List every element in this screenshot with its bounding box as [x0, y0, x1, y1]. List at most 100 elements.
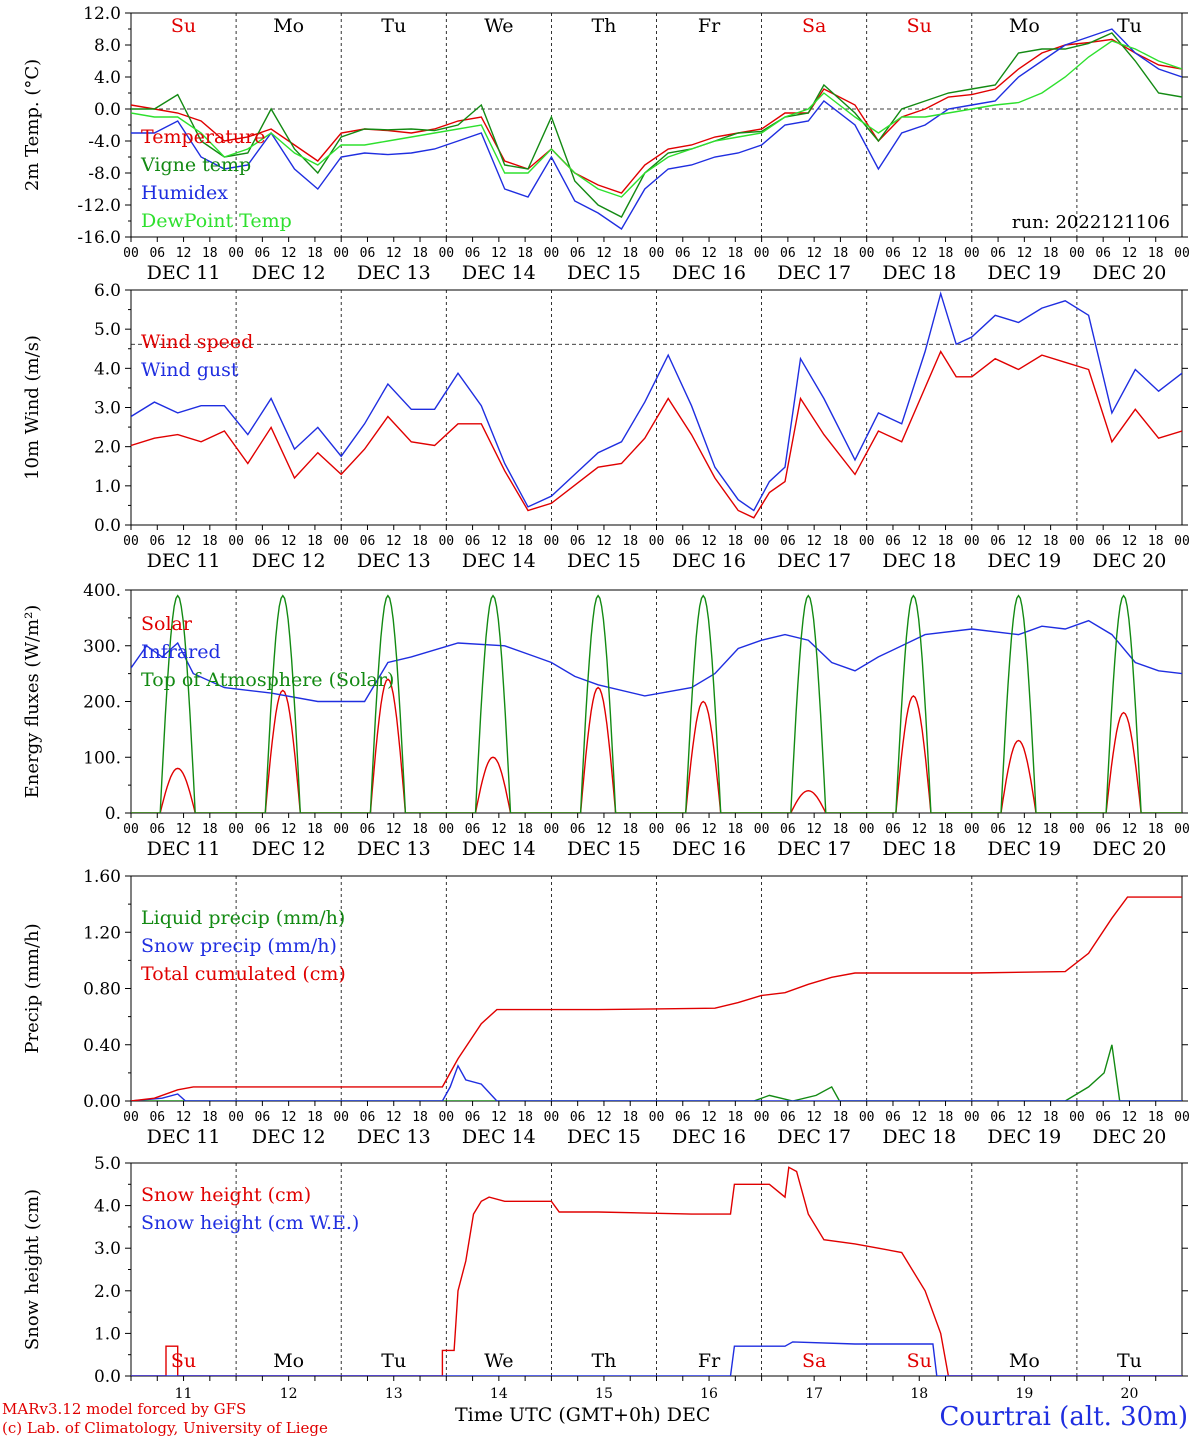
panel-2: [125, 289, 1188, 530]
hour-tick-label: 06: [1095, 822, 1111, 837]
hour-tick-label: 06: [465, 534, 481, 549]
legend-entry: Wind speed: [141, 331, 253, 353]
y-axis-label: 10m Wind (m/s): [22, 335, 43, 480]
hour-tick-label: 18: [412, 534, 428, 549]
y-tick-label: -4.0: [88, 132, 121, 152]
y-tick-label: 0.0: [94, 100, 121, 120]
hour-tick-label: 18: [1043, 246, 1059, 261]
y-tick-label: 4.0: [94, 68, 121, 88]
hour-tick-label: 12: [176, 1110, 192, 1125]
hour-tick-label: 12: [911, 1110, 927, 1125]
series-line: [131, 38, 1182, 194]
series-line: [131, 349, 1182, 519]
y-tick-label: 8.0: [94, 36, 121, 56]
hour-tick-label: 06: [570, 534, 586, 549]
hour-tick-label: 12: [281, 246, 297, 261]
hour-tick-label: 00: [1069, 822, 1085, 837]
date-label: DEC 11: [147, 838, 221, 860]
hour-tick-label: 06: [675, 822, 691, 837]
series-line: [131, 1064, 1182, 1101]
date-label: DEC 14: [462, 1126, 536, 1148]
hour-tick-label: 00: [333, 822, 349, 837]
day-letter: Tu: [381, 15, 406, 37]
hour-tick-label: 18: [622, 534, 638, 549]
date-label: DEC 17: [777, 1126, 851, 1148]
hour-tick-label: 06: [780, 1110, 796, 1125]
hour-tick-label: 18: [202, 534, 218, 549]
date-label: DEC 19: [987, 1126, 1061, 1148]
date-label: DEC 12: [252, 262, 326, 284]
hour-tick-label: 18: [202, 1110, 218, 1125]
hour-tick-label: 12: [176, 822, 192, 837]
date-label: DEC 15: [567, 550, 641, 572]
hour-tick-label: 18: [202, 822, 218, 837]
series-line: [131, 1341, 1182, 1376]
legend-entry: Snow height (cm W.E.): [141, 1212, 359, 1234]
hour-tick-label: 12: [701, 534, 717, 549]
day-letter: Mo: [1009, 15, 1040, 37]
hour-tick-label: 12: [701, 246, 717, 261]
hour-tick-label: 18: [833, 1110, 849, 1125]
hour-tick-label: 00: [754, 534, 770, 549]
hour-tick-label: 12: [386, 1110, 402, 1125]
legend-entry: Solar: [141, 613, 193, 635]
hour-tick-label: 06: [990, 534, 1006, 549]
date-label: DEC 16: [672, 1126, 746, 1148]
hour-tick-label: 18: [1148, 1110, 1164, 1125]
hour-tick-label: 12: [491, 534, 507, 549]
hour-tick-label: 00: [544, 1110, 560, 1125]
hour-tick-label: 06: [1095, 534, 1111, 549]
hour-tick-label: 12: [386, 246, 402, 261]
series-line: [131, 32, 1182, 218]
date-label: DEC 16: [672, 550, 746, 572]
hour-tick-label: 12: [701, 822, 717, 837]
hour-tick-label: 18: [727, 822, 743, 837]
day-letter: Tu: [381, 1350, 406, 1372]
date-label: DEC 12: [252, 550, 326, 572]
hour-tick-label: 12: [281, 534, 297, 549]
hour-tick-label: 00: [964, 1110, 980, 1125]
panel-5: [125, 1162, 1188, 1381]
y-tick-label: 0.80: [83, 980, 121, 1000]
hour-tick-label: 12: [596, 534, 612, 549]
date-label: DEC 20: [1093, 550, 1167, 572]
date-label: DEC 13: [357, 1126, 431, 1148]
station-name: Courtrai (alt. 30m): [939, 1402, 1189, 1432]
hour-tick-label: 12: [911, 246, 927, 261]
date-label: DEC 20: [1093, 838, 1167, 860]
series-line: [131, 619, 1182, 703]
hour-tick-label: 00: [859, 246, 875, 261]
hour-tick-label: 06: [360, 1110, 376, 1125]
day-number: 16: [700, 1386, 718, 1402]
hour-tick-label: 00: [333, 1110, 349, 1125]
day-letter: Tu: [1117, 1350, 1142, 1372]
date-label: DEC 14: [462, 550, 536, 572]
hour-tick-label: 00: [859, 1110, 875, 1125]
hour-tick-label: 00: [438, 534, 454, 549]
day-number: 12: [280, 1386, 298, 1402]
hour-tick-label: 06: [570, 246, 586, 261]
day-letter: Mo: [273, 1350, 304, 1372]
hour-tick-label: 06: [149, 1110, 165, 1125]
hour-tick-label: 00: [1069, 1110, 1085, 1125]
hour-tick-label: 00: [649, 822, 665, 837]
date-label: DEC 13: [357, 550, 431, 572]
legend-entry: Infrared: [141, 641, 221, 663]
hour-tick-label: 06: [255, 534, 271, 549]
y-tick-label: -16.0: [77, 228, 121, 248]
series-line: [131, 678, 1182, 813]
hour-tick-label: 06: [255, 1110, 271, 1125]
day-number: 13: [385, 1386, 403, 1402]
hour-tick-label: 18: [307, 246, 323, 261]
hour-tick-label: 12: [1122, 534, 1138, 549]
hour-tick-label: 00: [544, 534, 560, 549]
date-label: DEC 12: [252, 1126, 326, 1148]
hour-tick-label: 12: [281, 1110, 297, 1125]
hour-tick-label: 18: [517, 1110, 533, 1125]
date-label: DEC 18: [882, 838, 956, 860]
hour-tick-label: 00: [123, 822, 139, 837]
hour-tick-label: 12: [1122, 1110, 1138, 1125]
series-line: [131, 594, 1182, 813]
run-annotation: run: 2022121106: [1012, 212, 1170, 233]
hour-tick-label: 00: [228, 822, 244, 837]
